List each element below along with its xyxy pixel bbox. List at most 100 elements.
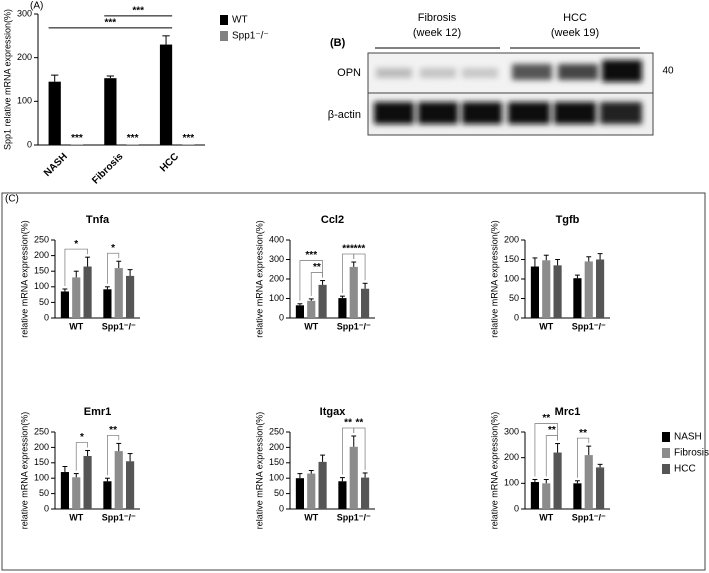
bar xyxy=(530,266,539,318)
legend-label: Fibrosis xyxy=(674,448,709,459)
bar xyxy=(573,278,582,318)
significance-bracket xyxy=(577,437,590,478)
significance-label: *** xyxy=(354,244,366,255)
bar xyxy=(295,478,304,509)
significance-bracket xyxy=(353,253,366,281)
significance-bracket xyxy=(64,248,88,286)
panel-c-frame xyxy=(1,192,706,571)
y-tick-label: 400 xyxy=(269,234,284,244)
chart-title: Mrc1 xyxy=(555,406,581,418)
x-tick-label: WT xyxy=(539,512,553,522)
bar xyxy=(60,291,69,318)
bar xyxy=(104,78,117,145)
y-tick-label: 200 xyxy=(504,452,519,462)
y-tick-label: 200 xyxy=(34,250,49,260)
y-tick-label: 150 xyxy=(34,457,49,467)
bar xyxy=(530,482,539,509)
bar xyxy=(542,483,551,509)
bar xyxy=(83,266,92,318)
significance-label: *** xyxy=(132,5,144,16)
significance-label: *** xyxy=(342,244,354,255)
y-tick-label: 0 xyxy=(279,312,284,322)
legend-label: NASH xyxy=(674,432,702,443)
legend-swatch xyxy=(220,15,228,25)
group-name: HCC xyxy=(563,12,587,24)
bar xyxy=(114,268,123,318)
x-tick-label: Spp1⁻/⁻ xyxy=(337,321,371,331)
bar xyxy=(126,275,135,318)
bar xyxy=(114,451,123,509)
y-tick-label: 50 xyxy=(274,488,284,498)
bar xyxy=(338,298,347,318)
x-tick-label: WT xyxy=(69,512,83,522)
significance-label: ** xyxy=(356,418,364,429)
bar xyxy=(596,467,605,509)
y-tick-label: 300 xyxy=(269,254,284,264)
bar xyxy=(361,477,370,509)
x-tick-label: Spp1⁻/⁻ xyxy=(337,512,371,522)
x-tick-label: WT xyxy=(69,321,83,331)
y-tick-label: 100 xyxy=(269,293,284,303)
bar xyxy=(553,265,562,318)
bar xyxy=(60,472,69,509)
row-label: β-actin xyxy=(328,109,361,121)
bar xyxy=(584,455,593,509)
legend-label: Spp1⁻/⁻ xyxy=(232,31,269,42)
bar xyxy=(103,481,112,509)
bar xyxy=(72,477,81,509)
significance-bracket xyxy=(299,260,323,301)
y-tick-label: 300 xyxy=(17,8,32,18)
bar xyxy=(307,473,316,509)
group-sub: (week 12) xyxy=(413,27,461,39)
panel-label: (B) xyxy=(330,37,346,49)
legend-swatch xyxy=(220,31,228,41)
bar xyxy=(126,461,135,509)
significance-label: * xyxy=(74,239,78,250)
bar xyxy=(542,260,551,318)
bar xyxy=(361,288,370,318)
significance-bracket xyxy=(353,427,366,470)
bar xyxy=(349,446,358,509)
legend-swatch xyxy=(662,432,670,442)
chart-title: Ccl2 xyxy=(321,214,344,226)
row-label: OPN xyxy=(337,67,361,79)
y-tick-label: 250 xyxy=(34,234,49,244)
x-tick-label: WT xyxy=(539,321,553,331)
y-tick-label: 100 xyxy=(504,478,519,488)
bar xyxy=(159,44,173,145)
legend-label: WT xyxy=(232,15,248,26)
significance-label: * xyxy=(111,243,115,254)
western-blot: Fibrosis (week 12) HCC (week 19) OPN β-a… xyxy=(328,12,674,136)
bar xyxy=(318,461,327,509)
significance-label: ** xyxy=(548,425,556,436)
bar xyxy=(48,81,61,145)
bar xyxy=(103,289,112,318)
x-tick-label: Fibrosis xyxy=(90,151,126,187)
y-axis-label: relative mRNA expression(%) xyxy=(489,220,499,338)
y-tick-label: 150 xyxy=(34,266,49,276)
x-tick-label: Spp1⁻/⁻ xyxy=(572,321,606,331)
chart-title: Emr1 xyxy=(84,406,112,418)
y-tick-label: 200 xyxy=(17,52,32,62)
y-tick-label: 200 xyxy=(269,442,284,452)
bar xyxy=(307,300,316,318)
bar xyxy=(584,261,593,318)
y-tick-label: 300 xyxy=(504,426,519,436)
significance-label: ** xyxy=(109,425,117,436)
y-tick-label: 0 xyxy=(27,139,32,149)
y-tick-label: 100 xyxy=(17,96,32,106)
y-axis-label: relative mRNA expression(%) xyxy=(489,412,499,530)
chart-title: Tgfb xyxy=(556,214,580,226)
marker-label: 40 xyxy=(662,66,674,77)
y-tick-label: 0 xyxy=(514,503,519,513)
legend-swatch xyxy=(662,464,670,474)
y-axis-label: relative mRNA expression(%) xyxy=(19,220,29,338)
x-tick-label: HCC xyxy=(158,151,181,174)
y-tick-label: 0 xyxy=(44,312,49,322)
chart-title: Tnfa xyxy=(86,214,110,226)
significance-label: *** xyxy=(105,17,117,28)
significance-label: *** xyxy=(182,133,194,144)
chart-title: Itgax xyxy=(320,406,347,418)
